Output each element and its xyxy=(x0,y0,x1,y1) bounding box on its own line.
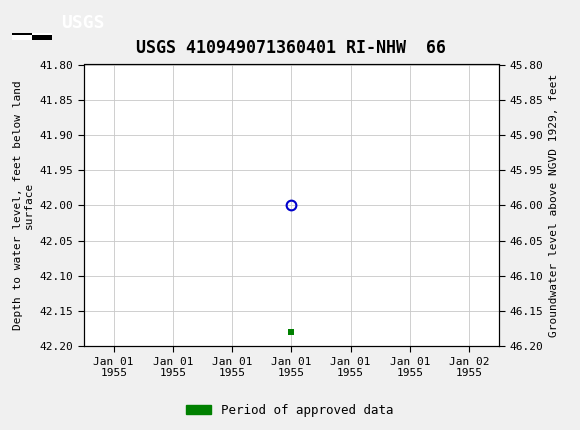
Bar xyxy=(32,35,52,40)
Bar xyxy=(32,33,52,37)
Text: USGS: USGS xyxy=(61,14,104,31)
Bar xyxy=(12,35,32,40)
Y-axis label: Depth to water level, feet below land
surface: Depth to water level, feet below land su… xyxy=(13,80,34,330)
Bar xyxy=(12,33,32,37)
Title: USGS 410949071360401 RI-NHW  66: USGS 410949071360401 RI-NHW 66 xyxy=(136,40,447,57)
Y-axis label: Groundwater level above NGVD 1929, feet: Groundwater level above NGVD 1929, feet xyxy=(549,74,559,337)
Legend: Period of approved data: Period of approved data xyxy=(181,399,399,421)
